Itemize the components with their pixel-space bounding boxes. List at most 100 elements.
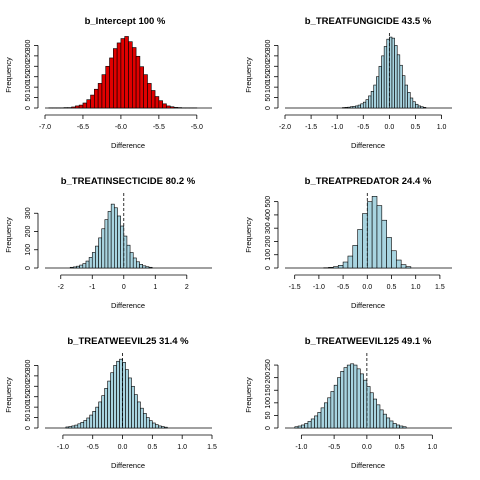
y-axis-label: Frequency [244,57,253,93]
histogram-bar [317,412,322,429]
histogram-bar [347,255,354,269]
histogram-bar [120,225,125,269]
histogram-bar [88,257,93,269]
histogram-bar [405,266,412,269]
x-tick-label: -7.0 [39,124,51,131]
histogram-bar [402,75,406,109]
histogram-bar [356,368,361,429]
histogram-bar [71,106,76,109]
y-tick-label: 50 [265,94,272,102]
y-axis-label: Frequency [4,57,13,93]
x-tick-label: -1.0 [313,284,325,291]
histogram-bar [399,64,403,109]
histogram-bar [366,201,373,269]
y-tick-label: 0 [25,266,32,270]
panel-title: b_TREATINSECTICIDE 80.2 % [61,176,196,187]
histogram-bar [89,414,94,429]
panel-treatpredator: b_TREATPREDATOR 24.4 % Frequency Differe… [244,176,452,310]
histogram-bar [366,386,371,429]
x-tick-label: -5.0 [191,124,203,131]
histogram-bar [107,211,112,269]
y-tick-label: 0 [25,426,32,430]
x-tick-label: 1 [153,284,157,291]
histogram-bar [169,106,175,109]
y-tick-label: 300 [265,222,272,234]
x-tick-label: 1.0 [177,444,187,451]
panel-treatweevil25: b_TREATWEEVIL25 31.4 % Frequency Differe… [4,336,217,470]
y-tick-label: 0 [25,106,32,110]
histogram-bar [352,245,358,269]
panel-title: b_TREATWEEVIL125 49.1 % [305,336,432,347]
histogram-bar [347,106,351,109]
y-tick-label: 150 [25,71,32,83]
histogram-bar [340,371,345,429]
y-tick-label: 400 [265,209,272,221]
x-tick-label: 0.0 [385,124,395,131]
histogram-bar [162,103,167,109]
histogram-bar [310,418,315,429]
histogram-bar [140,407,144,429]
y-tick-label: 300 [25,359,32,371]
histogram-bar [350,363,355,429]
histogram-bar [134,394,138,429]
histogram-bar [314,415,319,429]
x-tick-label: 0.5 [147,444,157,451]
x-tick-label: -0.5 [337,284,349,291]
y-tick-label: 100 [25,244,32,256]
histogram-bar [404,84,408,109]
y-tick-label: 250 [25,50,32,62]
histogram-bar [125,369,129,429]
histogram-bar [323,402,328,429]
histogram-bar [409,97,414,109]
histogram-bar [69,266,74,269]
histogram-bar [297,425,302,429]
histogram-bar [90,94,95,109]
histogram-bar [128,41,133,109]
histogram-bar [369,392,374,429]
histogram-bar [79,264,84,269]
histogram-bar [376,404,381,429]
y-axis-label: Frequency [4,377,13,413]
histogram-bar [105,65,110,109]
y-tick-label: 300 [25,207,32,219]
y-tick-label: 150 [265,384,272,396]
panel-treatinsecticide: b_TREATINSECTICIDE 80.2 % Frequency Diff… [4,176,212,310]
y-tick-label: 50 [25,94,32,102]
panel-treatfungicide: b_TREATFUNGICIDE 43.5 % Frequency Differ… [244,16,452,150]
x-tick-label: 0.5 [387,284,397,291]
histogram-bar [137,401,141,429]
x-tick-label: -1 [89,284,95,291]
histogram-bar [400,264,407,269]
histogram-bar [143,74,148,109]
y-tick-label: 200 [25,380,32,392]
histogram-bar [370,91,375,109]
histogram-bar [86,99,91,109]
histogram-bar [381,55,385,109]
y-tick-label: 100 [265,249,272,261]
histogram-bar [117,215,121,269]
x-tick-label: 1.5 [207,444,217,451]
histogram-bar [114,207,118,269]
histogram-bar [360,103,364,109]
histogram-bar [139,66,144,109]
histogram-bar [304,423,309,429]
histogram-bar [78,104,84,109]
histogram-bar [407,92,411,109]
histogram-bar [76,265,80,269]
histogram-bar [136,261,140,269]
x-tick-label: 1.0 [411,284,421,291]
histogram-bar [120,38,126,109]
histogram-bar [342,261,349,269]
histogram-bar [158,425,162,429]
histogram-bar [101,228,106,269]
histogram-bar [86,417,91,429]
histogram-bar [158,100,163,109]
histogram-bar [376,76,380,109]
x-tick-label: 0.0 [362,444,372,451]
x-axis-label: Difference [351,461,385,470]
y-tick-label: 0 [265,106,272,110]
histogram-bar [389,36,393,109]
y-tick-label: 500 [265,196,272,208]
histogram-bar [95,406,99,429]
histogram-bar [128,377,132,429]
